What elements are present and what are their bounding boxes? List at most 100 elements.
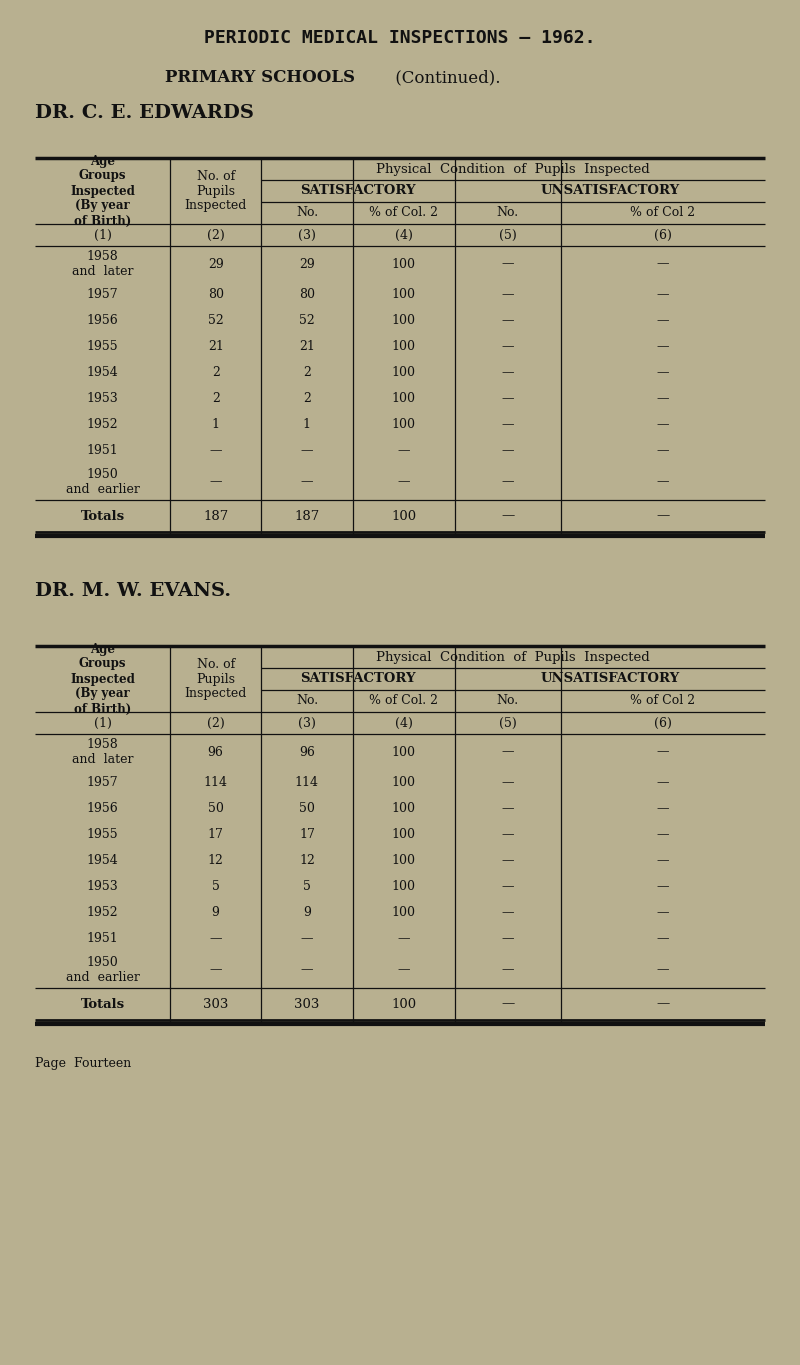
Text: 100: 100 <box>391 509 416 523</box>
Text: 1951: 1951 <box>86 445 118 457</box>
Text: —: — <box>301 445 313 457</box>
Text: Age
Groups
Inspected
(By year
of Birth): Age Groups Inspected (By year of Birth) <box>70 154 135 228</box>
Text: 100: 100 <box>392 366 416 379</box>
Text: —: — <box>502 475 514 489</box>
Text: —: — <box>657 445 669 457</box>
Text: 29: 29 <box>208 258 223 270</box>
Text: —: — <box>657 314 669 328</box>
Text: —: — <box>657 419 669 431</box>
Text: (2): (2) <box>206 228 225 242</box>
Text: UNSATISFACTORY: UNSATISFACTORY <box>540 673 679 685</box>
Text: —: — <box>301 932 313 946</box>
Text: No. of
Pupils
Inspected: No. of Pupils Inspected <box>185 169 247 213</box>
Text: —: — <box>501 998 514 1010</box>
Text: 187: 187 <box>203 509 228 523</box>
Text: 1955: 1955 <box>86 340 118 354</box>
Text: —: — <box>502 803 514 815</box>
Text: —: — <box>657 964 669 976</box>
Text: 100: 100 <box>392 288 416 302</box>
Text: 1955: 1955 <box>86 829 118 841</box>
Text: —: — <box>502 906 514 920</box>
Text: (1): (1) <box>94 717 111 729</box>
Text: 187: 187 <box>294 509 319 523</box>
Text: —: — <box>657 854 669 868</box>
Text: (5): (5) <box>499 717 517 729</box>
Text: (3): (3) <box>298 717 316 729</box>
Text: PRIMARY SCHOOLS: PRIMARY SCHOOLS <box>165 70 355 86</box>
Text: —: — <box>657 288 669 302</box>
Text: —: — <box>502 419 514 431</box>
Text: —: — <box>502 258 514 270</box>
Text: 100: 100 <box>392 803 416 815</box>
Text: No.: No. <box>296 695 318 707</box>
Text: 1952: 1952 <box>86 906 118 920</box>
Text: —: — <box>502 366 514 379</box>
Text: 100: 100 <box>392 314 416 328</box>
Text: —: — <box>398 932 410 946</box>
Text: —: — <box>501 509 514 523</box>
Text: Physical  Condition  of  Pupils  Inspected: Physical Condition of Pupils Inspected <box>376 651 650 663</box>
Text: 52: 52 <box>299 314 315 328</box>
Text: 52: 52 <box>208 314 223 328</box>
Text: —: — <box>657 906 669 920</box>
Text: 80: 80 <box>299 288 315 302</box>
Text: 1956: 1956 <box>86 314 118 328</box>
Text: 1950: 1950 <box>86 468 118 480</box>
Text: —: — <box>210 475 222 489</box>
Text: —: — <box>301 475 313 489</box>
Text: 100: 100 <box>392 829 416 841</box>
Text: —: — <box>657 366 669 379</box>
Text: —: — <box>657 258 669 270</box>
Text: 100: 100 <box>392 880 416 894</box>
Text: and  later: and later <box>72 753 134 766</box>
Text: 96: 96 <box>208 745 224 759</box>
Text: 2: 2 <box>303 393 311 405</box>
Text: —: — <box>502 880 514 894</box>
Text: 1952: 1952 <box>86 419 118 431</box>
Text: —: — <box>502 829 514 841</box>
Text: 9: 9 <box>303 906 311 920</box>
Text: 303: 303 <box>294 998 320 1010</box>
Text: —: — <box>301 964 313 976</box>
Text: 1953: 1953 <box>86 393 118 405</box>
Text: 1950: 1950 <box>86 955 118 969</box>
Text: —: — <box>210 445 222 457</box>
Text: —: — <box>656 509 670 523</box>
Text: Page  Fourteen: Page Fourteen <box>35 1058 131 1070</box>
Text: —: — <box>657 393 669 405</box>
Text: % of Col. 2: % of Col. 2 <box>369 695 438 707</box>
Text: (6): (6) <box>654 717 672 729</box>
Text: —: — <box>502 445 514 457</box>
Text: 5: 5 <box>303 880 311 894</box>
Text: % of Col 2: % of Col 2 <box>630 206 695 220</box>
Text: —: — <box>657 880 669 894</box>
Text: —: — <box>398 475 410 489</box>
Text: 114: 114 <box>295 777 319 789</box>
Text: 1957: 1957 <box>86 777 118 789</box>
Text: and  earlier: and earlier <box>66 972 139 984</box>
Text: 5: 5 <box>212 880 220 894</box>
Text: 1951: 1951 <box>86 932 118 946</box>
Text: 1954: 1954 <box>86 854 118 868</box>
Text: 1: 1 <box>303 419 311 431</box>
Text: 100: 100 <box>392 854 416 868</box>
Text: —: — <box>657 475 669 489</box>
Text: 100: 100 <box>392 393 416 405</box>
Text: (3): (3) <box>298 228 316 242</box>
Text: —: — <box>210 932 222 946</box>
Text: Age
Groups
Inspected
(By year
of Birth): Age Groups Inspected (By year of Birth) <box>70 643 135 715</box>
Text: (1): (1) <box>94 228 111 242</box>
Text: 17: 17 <box>299 829 315 841</box>
Text: 1957: 1957 <box>86 288 118 302</box>
Text: 50: 50 <box>299 803 315 815</box>
Text: Totals: Totals <box>81 998 125 1010</box>
Text: SATISFACTORY: SATISFACTORY <box>300 673 416 685</box>
Text: 1956: 1956 <box>86 803 118 815</box>
Text: 12: 12 <box>299 854 315 868</box>
Text: 1958: 1958 <box>86 250 118 262</box>
Text: —: — <box>210 964 222 976</box>
Text: UNSATISFACTORY: UNSATISFACTORY <box>540 184 679 198</box>
Text: 1954: 1954 <box>86 366 118 379</box>
Text: —: — <box>502 288 514 302</box>
Text: 100: 100 <box>392 745 416 759</box>
